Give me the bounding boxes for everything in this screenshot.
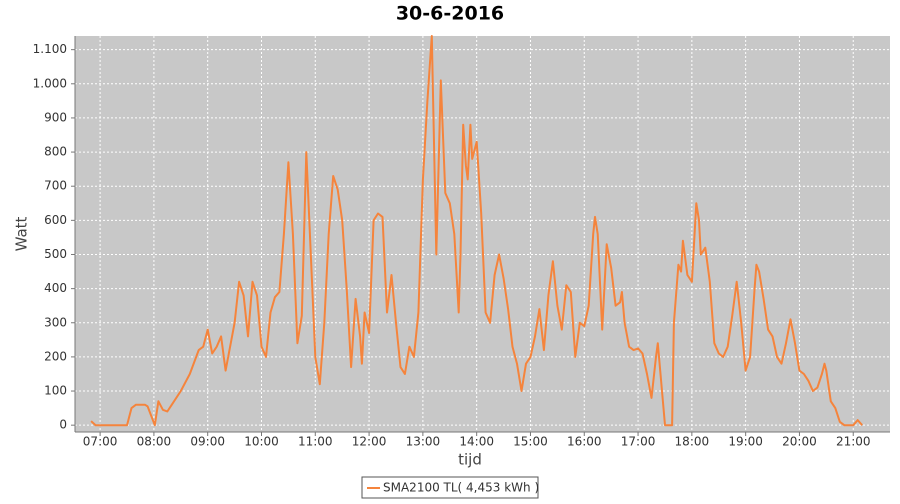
x-tick-label: 10:00 <box>244 435 279 449</box>
x-tick-label: 07:00 <box>83 435 118 449</box>
x-tick-label: 18:00 <box>675 435 710 449</box>
x-tick-label: 17:00 <box>621 435 656 449</box>
y-tick-label: 0 <box>59 418 67 432</box>
y-tick-label: 800 <box>44 145 67 159</box>
x-tick-label: 14:00 <box>459 435 494 449</box>
y-tick-label: 1.100 <box>33 42 67 56</box>
y-tick-label: 900 <box>44 110 67 124</box>
x-tick-label: 21:00 <box>836 435 871 449</box>
y-tick-label: 600 <box>44 213 67 227</box>
x-tick-label: 16:00 <box>567 435 602 449</box>
y-tick-label: 1.000 <box>33 76 67 90</box>
chart-title: 30-6-2016 <box>396 3 504 25</box>
y-tick-label: 700 <box>44 179 67 193</box>
y-tick-label: 400 <box>44 281 67 295</box>
legend-label: SMA2100 TL( 4,453 kWh ) <box>383 481 539 495</box>
x-tick-label: 19:00 <box>728 435 763 449</box>
x-axis-label: tijd <box>458 451 482 469</box>
legend <box>361 476 539 499</box>
x-tick-label: 20:00 <box>782 435 817 449</box>
x-tick-label: 13:00 <box>406 435 441 449</box>
y-tick-label: 100 <box>44 384 67 398</box>
y-tick-label: 300 <box>44 315 67 329</box>
x-tick-label: 09:00 <box>190 435 225 449</box>
x-tick-label: 15:00 <box>513 435 548 449</box>
x-tick-label: 08:00 <box>137 435 172 449</box>
y-tick-label: 200 <box>44 349 67 363</box>
x-tick-label: 12:00 <box>352 435 387 449</box>
y-tick-label: 500 <box>44 247 67 261</box>
x-tick-label: 11:00 <box>298 435 333 449</box>
y-axis-label: Watt <box>13 216 31 251</box>
data-line <box>90 35 863 427</box>
